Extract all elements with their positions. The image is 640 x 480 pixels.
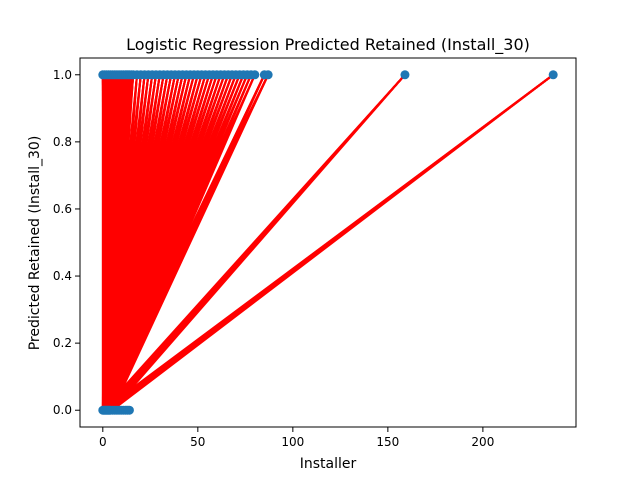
x-tick-label: 200 xyxy=(471,435,494,449)
data-point xyxy=(548,70,558,80)
line-segment xyxy=(111,74,270,411)
data-point xyxy=(400,70,410,80)
y-tick-label: 0.8 xyxy=(53,135,72,149)
x-tick-label: 0 xyxy=(99,435,107,449)
line-segment xyxy=(111,74,406,411)
data-point xyxy=(263,70,273,80)
x-tick-label: 150 xyxy=(376,435,399,449)
connecting-line xyxy=(101,73,554,412)
plot-area xyxy=(79,57,577,428)
line-segment xyxy=(111,73,554,412)
x-axis-ticks: 0 50 100 150 200 xyxy=(99,427,494,449)
y-axis-label: Predicted Retained (Install_30) xyxy=(27,136,43,351)
chart-title: Logistic Regression Predicted Retained (… xyxy=(126,35,530,55)
scatter-points xyxy=(98,70,558,415)
x-tick-label: 100 xyxy=(281,435,304,449)
y-tick-label: 0.0 xyxy=(53,403,72,417)
data-point xyxy=(124,405,134,415)
y-tick-label: 1.0 xyxy=(53,68,72,82)
x-axis-label: Installer xyxy=(300,456,357,472)
data-point xyxy=(250,70,260,80)
y-tick-label: 0.4 xyxy=(53,269,72,283)
x-tick-label: 50 xyxy=(190,435,205,449)
y-tick-label: 0.6 xyxy=(53,202,72,216)
y-tick-label: 0.2 xyxy=(53,336,72,350)
y-axis-ticks: 0.0 0.2 0.4 0.6 0.8 1.0 xyxy=(53,68,80,417)
